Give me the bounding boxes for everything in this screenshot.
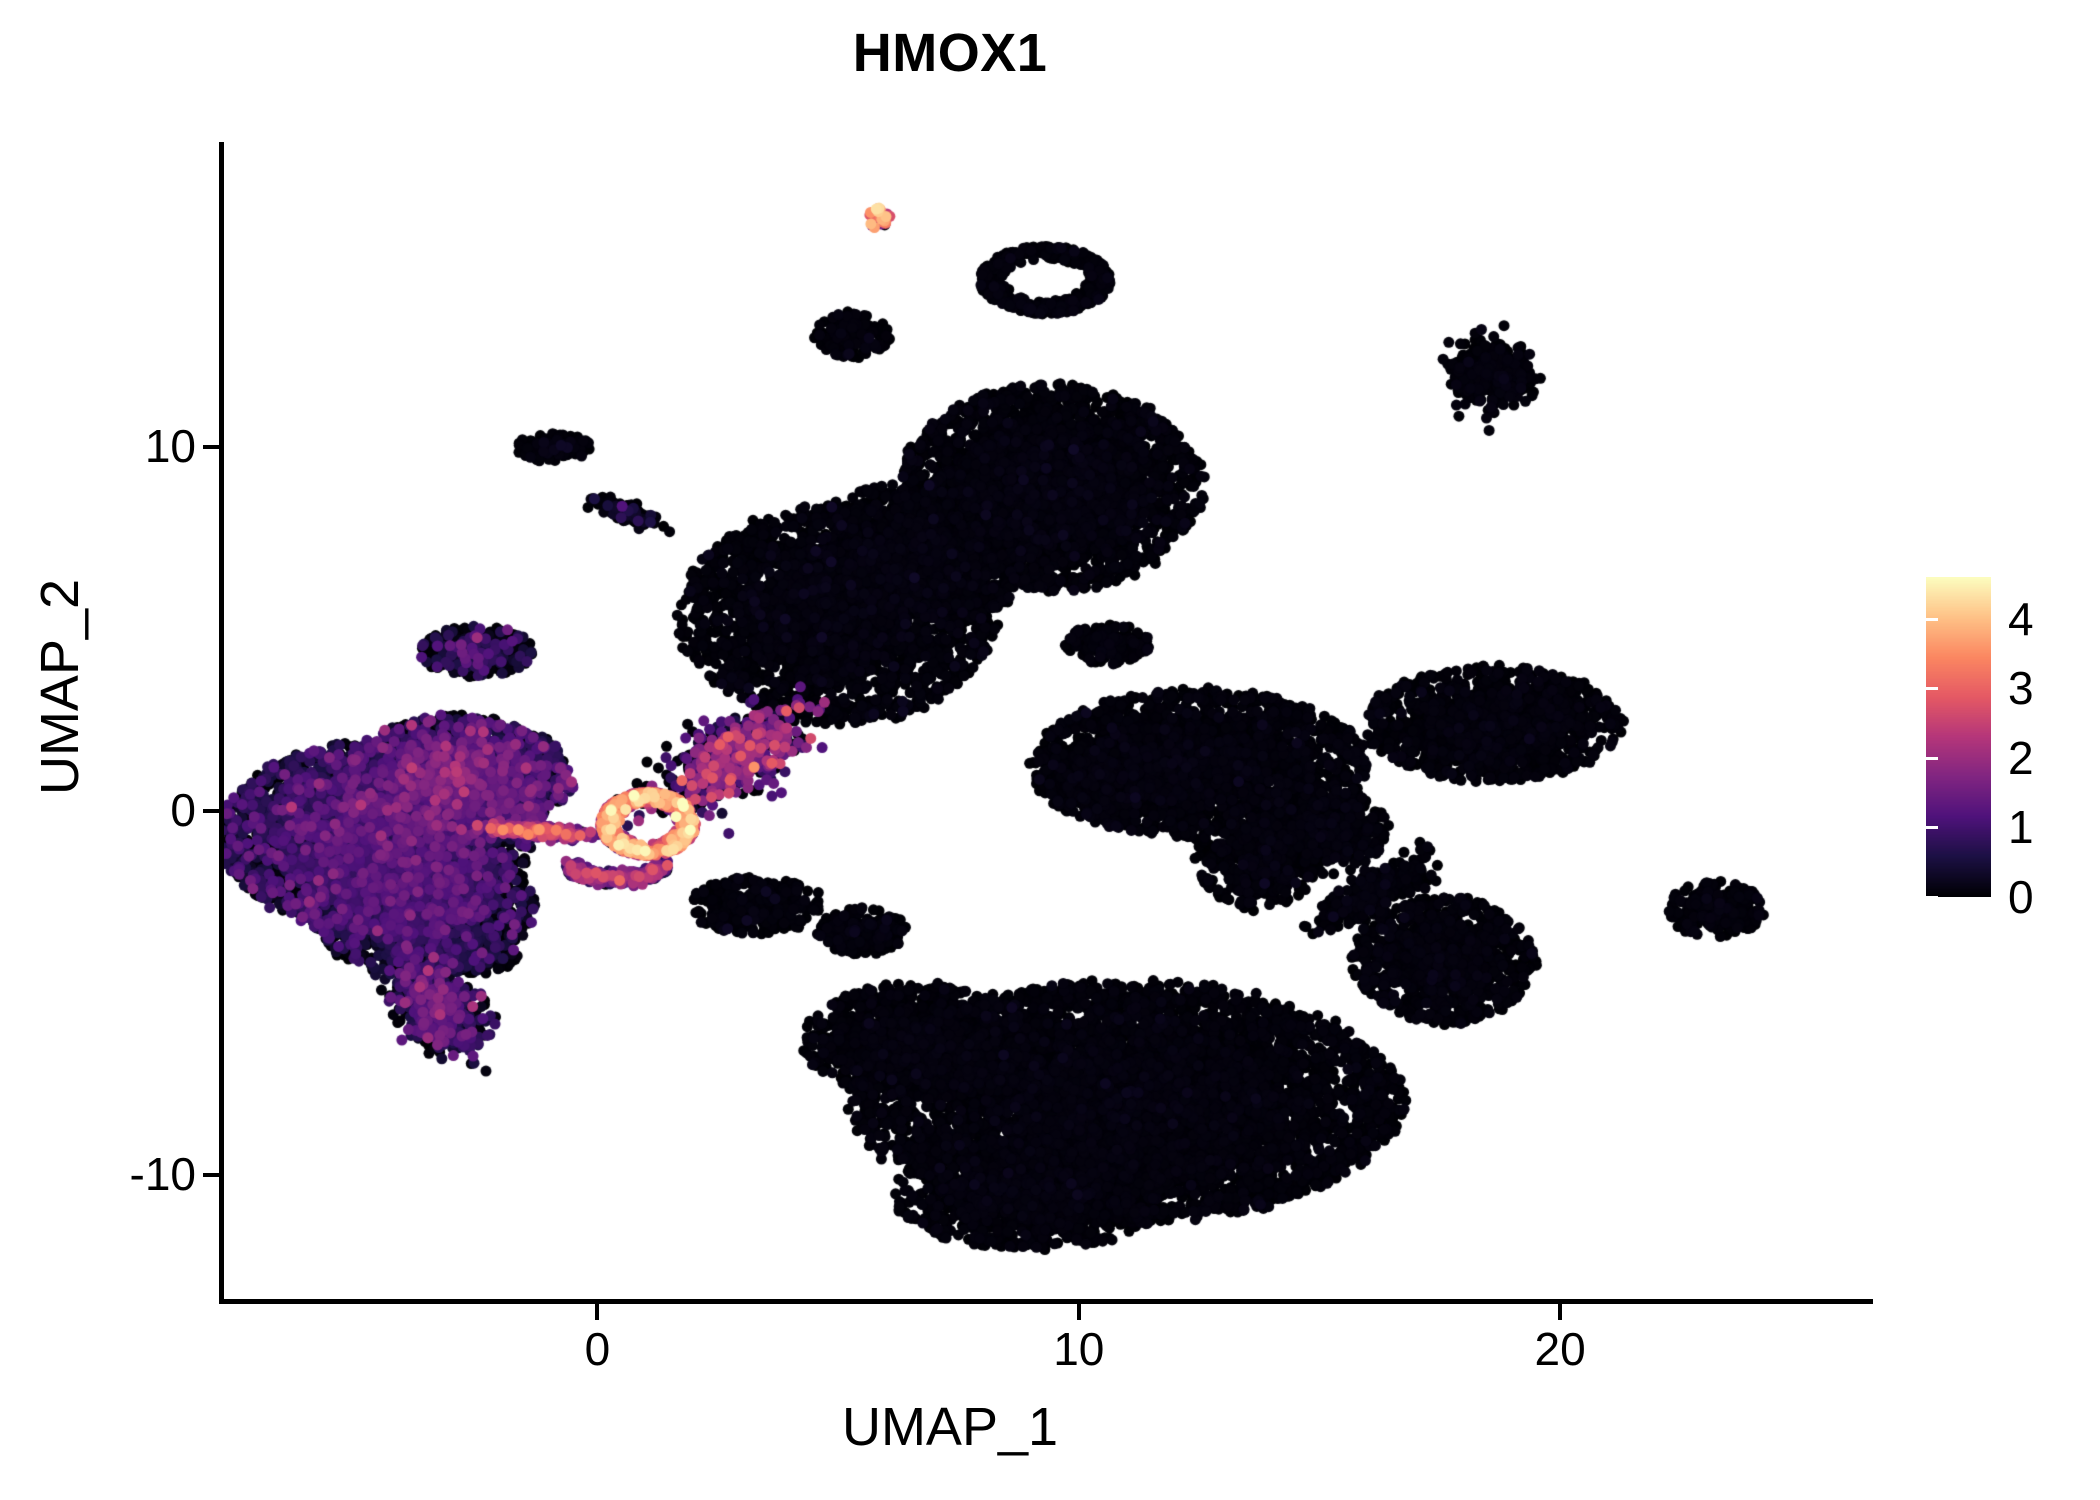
- y-tick-label: -10: [129, 1147, 196, 1200]
- x-tick-label: 0: [584, 1323, 611, 1375]
- y-tick-label: 10: [144, 420, 196, 473]
- colorbar-tick-mark: [2074, 617, 2086, 621]
- x-tick-mark: [1558, 1304, 1563, 1320]
- colorbar-tick-label: 1: [2008, 801, 2034, 854]
- x-axis-title: UMAP_1: [841, 1397, 1059, 1457]
- x-tick-mark: [1076, 1304, 1081, 1320]
- colorbar-tick-mark: [2074, 826, 2086, 830]
- colorbar-tick-label: 0: [2008, 871, 2034, 923]
- colorbar: [1926, 577, 1991, 897]
- x-axis-line: [222, 1299, 1873, 1304]
- colorbar-tick-mark: [2074, 756, 2086, 760]
- colorbar-gradient: [1926, 577, 1991, 897]
- colorbar-tick-mark: [2074, 687, 2086, 691]
- colorbar-tick-mark: [2074, 896, 2086, 899]
- y-tick-mark: [203, 1172, 219, 1177]
- y-tick-mark: [203, 809, 219, 814]
- colorbar-tick-label: 4: [2008, 592, 2034, 645]
- colorbar-tick-mark: [1926, 617, 1938, 621]
- colorbar-tick-mark: [1926, 826, 1938, 830]
- color-legend: 4 3 2 1 0: [1926, 577, 2086, 920]
- page-title: HMOX1: [852, 23, 1048, 83]
- colorbar-tick-mark: [1926, 756, 1938, 760]
- x-tick-mark: [595, 1304, 600, 1320]
- colorbar-tick-mark: [1926, 896, 1938, 899]
- colorbar-tick-label: 2: [2008, 731, 2034, 784]
- x-tick-label: 10: [1053, 1323, 1105, 1375]
- plot-panel: [222, 142, 1873, 1302]
- y-tick-mark: [203, 445, 219, 450]
- colorbar-tick-label: 3: [2008, 662, 2034, 715]
- y-axis-title: UMAP_2: [30, 578, 90, 796]
- colorbar-tick-mark: [1926, 687, 1938, 691]
- y-axis-line: [219, 142, 224, 1304]
- y-tick-label: 0: [170, 784, 196, 837]
- scatter-plot-canvas: [222, 142, 1873, 1302]
- x-tick-label: 20: [1534, 1323, 1586, 1375]
